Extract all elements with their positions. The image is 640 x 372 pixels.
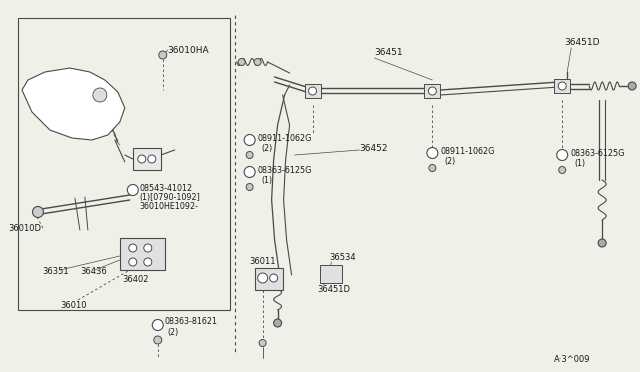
Bar [133,148,161,170]
Circle shape [159,51,167,59]
Text: 08911-1062G: 08911-1062G [258,134,312,142]
Circle shape [254,58,261,65]
Circle shape [93,88,107,102]
Text: 36402: 36402 [122,276,148,285]
Text: 36010: 36010 [60,301,86,310]
Bar [554,79,570,93]
Text: N: N [429,151,435,155]
Circle shape [154,336,162,344]
Text: 08543-41012: 08543-41012 [140,183,193,192]
Text: (1)[0790-1092]: (1)[0790-1092] [140,192,201,202]
Text: 36010D: 36010D [8,224,41,232]
Circle shape [244,167,255,177]
Circle shape [144,244,152,252]
Circle shape [152,320,163,330]
Text: 08911-1062G: 08911-1062G [440,147,495,155]
Circle shape [259,340,266,346]
Bar [18,18,230,310]
Text: 36451D: 36451D [564,38,600,46]
Text: S: S [131,187,135,192]
Circle shape [427,148,438,158]
Text: 36452: 36452 [360,144,388,153]
Circle shape [558,82,566,90]
Circle shape [274,319,282,327]
Circle shape [557,150,568,160]
Bar [424,84,440,98]
Text: 36534: 36534 [330,253,356,263]
Circle shape [129,244,137,252]
Text: 36010HE1092-: 36010HE1092- [140,202,199,211]
Text: S: S [156,323,160,327]
Circle shape [246,183,253,190]
Circle shape [428,87,436,95]
Circle shape [269,274,278,282]
Text: 08363-6125G: 08363-6125G [258,166,312,174]
Circle shape [127,185,138,196]
Text: (2): (2) [444,157,456,166]
Text: 36451: 36451 [374,48,403,57]
Circle shape [628,82,636,90]
Bar [305,84,321,98]
Circle shape [559,167,566,173]
Circle shape [33,206,44,218]
Text: A·3^009: A·3^009 [554,356,591,365]
Bar [120,238,164,270]
Bar [255,268,283,290]
Circle shape [148,155,156,163]
Text: (1): (1) [262,176,273,185]
Text: N: N [247,138,252,142]
Text: 36011: 36011 [250,257,276,266]
Text: S: S [560,153,564,157]
Text: 08363-6125G: 08363-6125G [570,148,625,157]
Circle shape [129,258,137,266]
Text: (1): (1) [574,158,586,167]
Text: (2): (2) [168,327,179,337]
Circle shape [598,239,606,247]
Text: 08363-81621: 08363-81621 [164,317,218,327]
Text: 36436: 36436 [80,267,107,276]
Text: S: S [247,170,252,174]
Text: 36451D: 36451D [317,285,351,295]
Circle shape [429,164,436,171]
Circle shape [246,151,253,158]
Bar [319,265,342,283]
Text: 36351: 36351 [42,267,68,276]
Circle shape [238,58,245,65]
Circle shape [244,135,255,145]
Text: 36010HA: 36010HA [168,45,209,55]
Circle shape [144,258,152,266]
Circle shape [258,273,268,283]
Polygon shape [22,68,125,140]
Circle shape [308,87,317,95]
Text: (2): (2) [262,144,273,153]
Circle shape [138,155,146,163]
